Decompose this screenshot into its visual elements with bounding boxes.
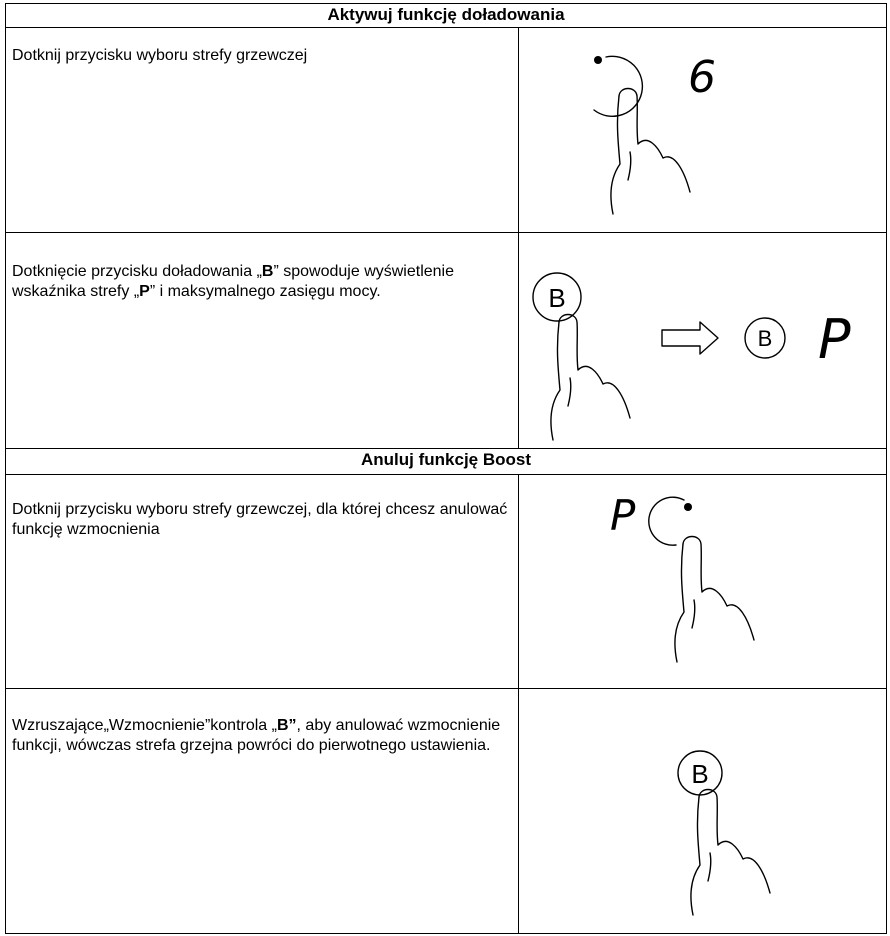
instruction: Dotknij przycisku wyboru strefy grzewcze… [12, 46, 508, 66]
text: P [139, 283, 150, 300]
instruction: Wzruszające„Wzmocnienie”kontrola „B”, ab… [12, 716, 508, 756]
text: , aby anulować wzmocnienie funkcji, wówc… [12, 717, 501, 754]
instruction: Dotknięcie przycisku doładowania „B” spo… [12, 262, 508, 302]
border [518, 27, 519, 448]
indicator-dot [684, 503, 692, 511]
border [886, 3, 887, 934]
text: Dotknięcie przycisku doładowania „ [12, 263, 262, 280]
border [5, 3, 887, 4]
text: Dotknij przycisku wyboru strefy grzewcze… [12, 501, 508, 538]
border [5, 474, 887, 475]
section-title: Aktywuj funkcję doładowania [327, 5, 565, 24]
button-glyph: B [548, 283, 565, 313]
border [5, 688, 887, 689]
hand [674, 535, 755, 663]
text: B [261, 263, 274, 280]
section-title: Anuluj funkcję Boost [361, 450, 531, 469]
text: B” [276, 717, 297, 734]
indicator-dot [594, 56, 602, 64]
border [518, 474, 519, 934]
button-glyph: B [758, 326, 773, 351]
display-glyph: P [610, 491, 636, 540]
border [5, 27, 887, 28]
display-glyph: 6 [688, 52, 716, 103]
text: Dotknij przycisku wyboru strefy grzewcze… [12, 47, 308, 64]
text: ” spowoduje wyświetlenie wskaźnika stref… [12, 263, 454, 300]
button-ring [648, 496, 685, 546]
hand [550, 313, 631, 441]
instruction: Dotknij przycisku wyboru strefy grzewcze… [12, 500, 508, 540]
button-ring [593, 55, 644, 117]
button-ring [744, 317, 786, 359]
text: ” i maksymalnego zasięgu mocy. [149, 283, 381, 300]
button-glyph: B [691, 759, 708, 789]
display-glyph: P [818, 308, 851, 371]
border [5, 448, 887, 449]
border [5, 3, 6, 934]
text: Wzruszające„Wzmocnienie”kontrola „ [12, 717, 277, 734]
hand [690, 788, 771, 916]
arrow [661, 321, 719, 355]
hand [610, 87, 691, 215]
button-ring [532, 272, 582, 322]
border [5, 933, 887, 934]
border [5, 232, 887, 233]
